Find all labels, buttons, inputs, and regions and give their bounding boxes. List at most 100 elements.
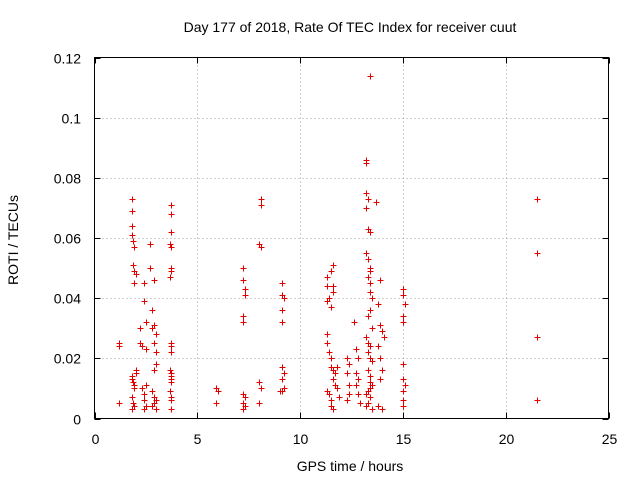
data-point — [167, 367, 174, 374]
data-point — [153, 406, 160, 413]
x-tick-labels: 0 5 10 15 20 25 — [92, 431, 618, 447]
data-point — [324, 298, 331, 305]
data-point — [143, 319, 150, 326]
data-point — [139, 343, 146, 350]
data-point — [133, 271, 140, 278]
data-point — [147, 241, 154, 248]
data-point — [133, 370, 140, 377]
x-tick-label: 0 — [92, 431, 100, 447]
data-point — [377, 277, 384, 284]
data-point — [147, 265, 154, 272]
data-point — [168, 202, 175, 209]
data-point — [336, 394, 343, 401]
data-point — [131, 382, 138, 389]
chart-title: Day 177 of 2018, Rate Of TEC Index for r… — [184, 19, 517, 35]
data-point — [168, 244, 175, 251]
data-point — [279, 364, 286, 371]
data-point — [369, 325, 376, 332]
data-point — [357, 400, 364, 407]
data-point — [324, 274, 331, 281]
data-point — [116, 400, 123, 407]
data-point — [328, 355, 335, 362]
data-point — [400, 292, 407, 299]
y-axis-label: ROTI / TECUs — [5, 195, 21, 285]
data-point — [379, 367, 386, 374]
data-point — [328, 268, 335, 275]
data-point — [363, 205, 370, 212]
data-point — [363, 334, 370, 341]
data-point — [240, 313, 247, 320]
data-point — [377, 322, 384, 329]
data-point — [363, 250, 370, 257]
data-point — [168, 268, 175, 275]
data-point — [367, 373, 374, 380]
data-point — [143, 382, 150, 389]
data-point — [344, 355, 351, 362]
data-point — [131, 280, 138, 287]
data-point — [363, 160, 370, 167]
data-point — [242, 292, 249, 299]
data-point — [279, 319, 286, 326]
data-point — [141, 298, 148, 305]
data-point — [365, 313, 372, 320]
data-point — [258, 385, 265, 392]
data-point — [367, 307, 374, 314]
data-point — [363, 190, 370, 197]
data-point — [168, 343, 175, 350]
data-point — [367, 280, 374, 287]
data-point — [281, 370, 288, 377]
y-tick-label: 0.08 — [54, 171, 81, 187]
data-point — [330, 262, 337, 269]
data-point — [168, 397, 175, 404]
data-point — [130, 238, 137, 245]
data-point — [355, 355, 362, 362]
data-point — [330, 376, 337, 383]
grid — [94, 57, 609, 419]
data-point — [365, 256, 372, 263]
x-tick-label: 15 — [396, 431, 412, 447]
data-point — [534, 250, 541, 257]
data-point — [281, 295, 288, 302]
data-point — [168, 229, 175, 236]
data-point — [258, 202, 265, 209]
data-point — [400, 361, 407, 368]
data-point — [130, 400, 137, 407]
data-point — [129, 406, 136, 413]
data-point — [373, 199, 380, 206]
data-point — [116, 340, 123, 347]
data-point — [149, 388, 156, 395]
data-point — [141, 406, 148, 413]
data-point — [330, 406, 337, 413]
data-point — [129, 376, 136, 383]
data-point — [365, 367, 372, 374]
data-point — [344, 370, 351, 377]
data-point — [400, 319, 407, 326]
data-point — [167, 388, 174, 395]
data-point — [369, 358, 376, 365]
y-tick-label: 0.04 — [54, 291, 81, 307]
data-point — [402, 382, 409, 389]
data-point — [367, 73, 374, 80]
data-point — [375, 343, 382, 350]
data-point — [332, 370, 339, 377]
data-point — [137, 325, 144, 332]
data-point — [328, 304, 335, 311]
data-point — [139, 385, 146, 392]
data-point — [242, 394, 249, 401]
data-point — [375, 301, 382, 308]
data-point — [400, 376, 407, 383]
data-point — [367, 289, 374, 296]
y-tick-label: 0 — [73, 412, 81, 428]
data-point — [534, 196, 541, 203]
data-point — [215, 388, 222, 395]
data-point — [375, 403, 382, 410]
data-point — [141, 397, 148, 404]
data-point — [240, 319, 247, 326]
data-point — [213, 400, 220, 407]
data-point — [129, 232, 136, 239]
data-point — [151, 367, 158, 374]
data-point — [324, 340, 331, 347]
axis-ticks — [94, 57, 610, 420]
data-point — [277, 388, 284, 395]
x-tick-label: 5 — [194, 431, 202, 447]
